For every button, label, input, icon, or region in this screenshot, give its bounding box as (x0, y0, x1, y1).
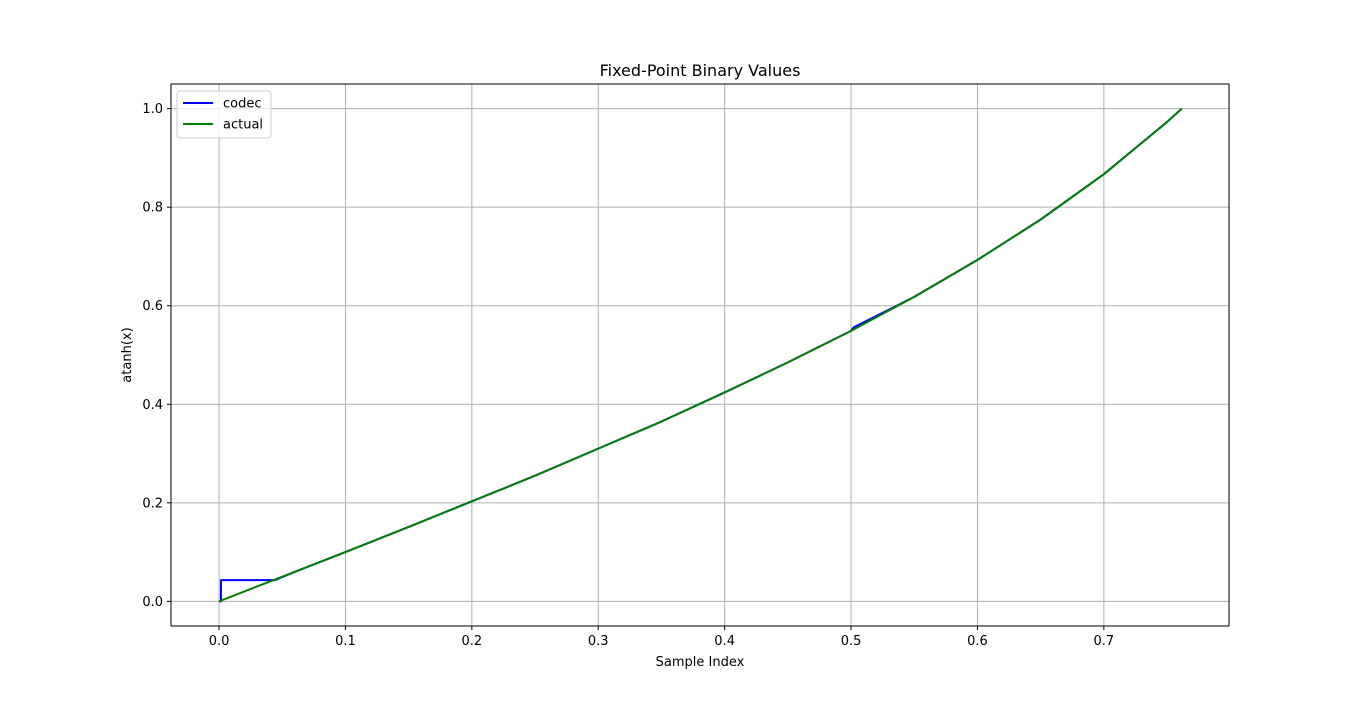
legend: codec actual (176, 90, 272, 139)
x-tick-label: 0.3 (588, 634, 609, 649)
series-line-actual (218, 107, 1183, 603)
x-tick-label: 0.5 (841, 634, 862, 649)
chart-title: Fixed-Point Binary Values (600, 61, 801, 80)
y-tick-label: 0.6 (142, 299, 163, 314)
y-tick-label: 0.2 (142, 496, 163, 511)
x-tick-label: 0.6 (967, 634, 988, 649)
legend-label-codec: codec (223, 97, 262, 112)
y-tick-label: 0.8 (142, 201, 163, 216)
x-tick-label: 0.4 (714, 634, 735, 649)
y-tick-label: 1.0 (142, 102, 163, 117)
plot-area-frame (170, 83, 1230, 627)
x-axis-title: Sample Index (656, 655, 745, 670)
y-tick-label: 0.0 (142, 595, 163, 610)
x-tick-label: 0.7 (1094, 634, 1115, 649)
x-tick-label: 0.0 (209, 634, 230, 649)
y-tick-label: 0.4 (142, 398, 163, 413)
legend-label-actual: actual (223, 118, 263, 133)
x-tick-label: 0.1 (335, 634, 356, 649)
y-axis-ticks: 0.0 0.2 0.4 0.6 0.8 1.0 (142, 102, 171, 610)
y-axis-title: atanh(x) (120, 327, 135, 382)
x-tick-label: 0.2 (461, 634, 482, 649)
series-layer (218, 107, 1183, 603)
x-axis-ticks: 0.0 0.1 0.2 0.3 0.4 0.5 0.6 0.7 (209, 626, 1115, 649)
